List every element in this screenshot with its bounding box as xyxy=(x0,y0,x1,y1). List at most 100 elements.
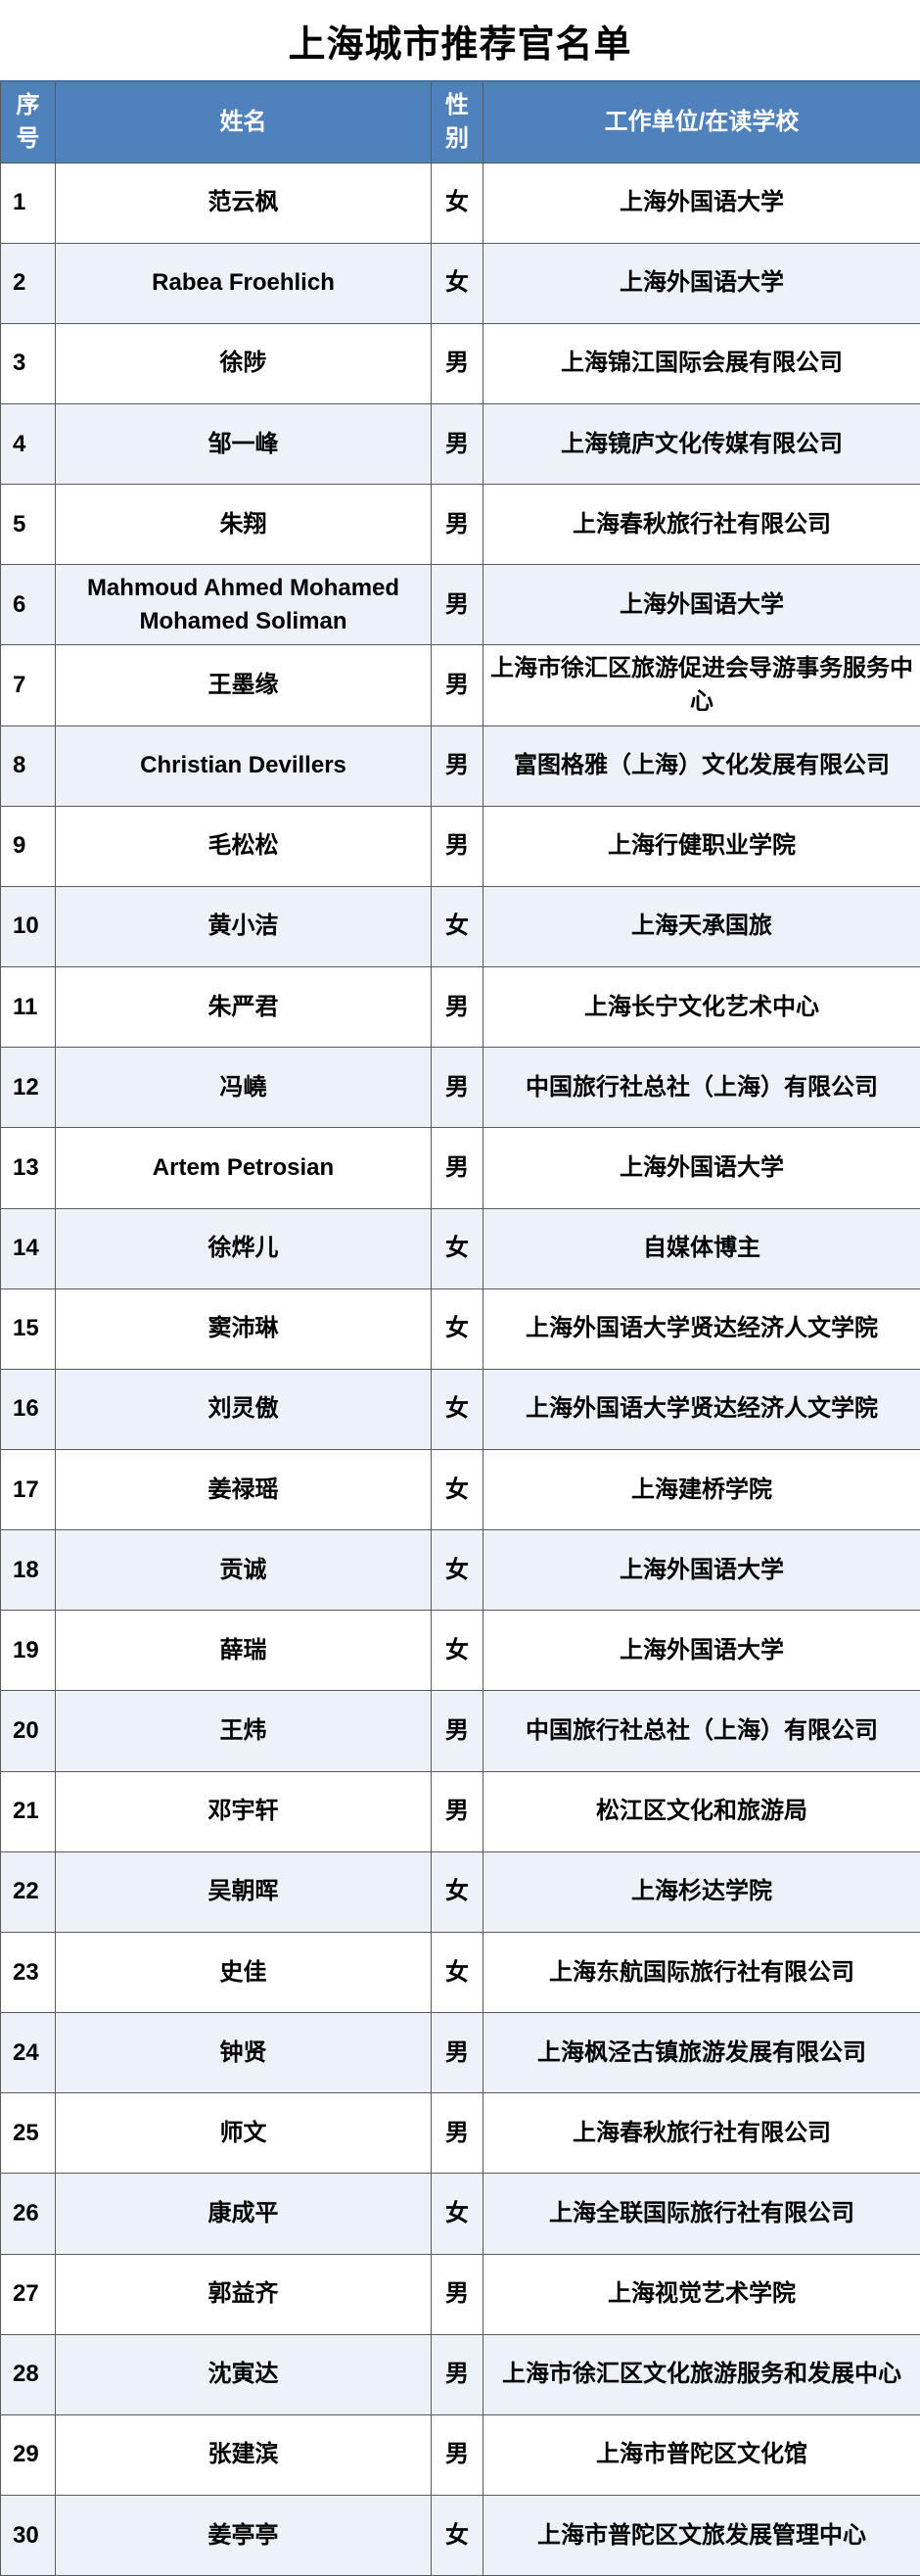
page-title: 上海城市推荐官名单 xyxy=(0,0,920,80)
cell-org: 上海建桥学院 xyxy=(483,1450,920,1530)
cell-index: 15 xyxy=(1,1288,56,1369)
cell-name: 窦沛琳 xyxy=(56,1288,432,1369)
cell-gender: 男 xyxy=(432,323,483,403)
cell-index: 1 xyxy=(1,163,56,243)
cell-org: 上海长宁文化艺术中心 xyxy=(483,967,920,1048)
cell-index: 10 xyxy=(1,886,56,966)
cell-name: Artem Petrosian xyxy=(56,1128,432,1208)
cell-index: 11 xyxy=(1,967,56,1048)
cell-name: 沈寅达 xyxy=(56,2334,432,2414)
cell-index: 13 xyxy=(1,1128,56,1208)
cell-org: 上海锦江国际会展有限公司 xyxy=(483,323,920,403)
cell-name: 吴朝晖 xyxy=(56,1851,432,1932)
cell-org: 上海全联国际旅行社有限公司 xyxy=(483,2174,920,2254)
cell-gender: 男 xyxy=(432,1691,483,1771)
cell-org: 上海外国语大学贤达经济人文学院 xyxy=(483,1369,920,1449)
cell-index: 24 xyxy=(1,2013,56,2093)
cell-org: 松江区文化和旅游局 xyxy=(483,1771,920,1851)
column-header-index: 序号 xyxy=(1,81,56,163)
cell-name: Mahmoud Ahmed Mohamed Mohamed Soliman xyxy=(56,565,432,645)
cell-index: 29 xyxy=(1,2414,56,2495)
column-header-name: 姓名 xyxy=(56,81,432,163)
table-header-row: 序号 姓名 性别 工作单位/在读学校 xyxy=(1,81,920,163)
cell-gender: 男 xyxy=(432,726,483,806)
cell-index: 25 xyxy=(1,2093,56,2174)
cell-name: 姜禄瑶 xyxy=(56,1450,432,1530)
cell-index: 17 xyxy=(1,1450,56,1530)
cell-name: 邹一峰 xyxy=(56,403,432,484)
cell-name: Christian Devillers xyxy=(56,726,432,806)
cell-index: 27 xyxy=(1,2254,56,2334)
cell-gender: 女 xyxy=(432,2496,483,2576)
cell-name: 姜亭亭 xyxy=(56,2496,432,2576)
cell-index: 6 xyxy=(1,565,56,645)
cell-org: 上海外国语大学 xyxy=(483,243,920,323)
cell-gender: 女 xyxy=(432,1450,483,1530)
cell-gender: 女 xyxy=(432,163,483,243)
cell-org: 富图格雅（上海）文化发展有限公司 xyxy=(483,726,920,806)
cell-gender: 女 xyxy=(432,1208,483,1288)
cell-gender: 女 xyxy=(432,1611,483,1691)
cell-org: 上海东航国际旅行社有限公司 xyxy=(483,1932,920,2012)
cell-name: 师文 xyxy=(56,2093,432,2174)
cell-org: 上海枫泾古镇旅游发展有限公司 xyxy=(483,2013,920,2093)
cell-index: 20 xyxy=(1,1691,56,1771)
cell-org: 上海市普陀区文化馆 xyxy=(483,2414,920,2495)
cell-org: 中国旅行社总社（上海）有限公司 xyxy=(483,1691,920,1771)
cell-gender: 男 xyxy=(432,1128,483,1208)
column-header-gender: 性别 xyxy=(432,81,483,163)
cell-gender: 男 xyxy=(432,403,483,484)
cell-name: 郭益齐 xyxy=(56,2254,432,2334)
cell-name: 朱严君 xyxy=(56,967,432,1048)
cell-org: 上海外国语大学 xyxy=(483,565,920,645)
cell-index: 3 xyxy=(1,323,56,403)
cell-gender: 女 xyxy=(432,243,483,323)
cell-org: 自媒体博主 xyxy=(483,1208,920,1288)
cell-gender: 女 xyxy=(432,886,483,966)
cell-name: 范云枫 xyxy=(56,163,432,243)
cell-gender: 男 xyxy=(432,806,483,886)
cell-gender: 男 xyxy=(432,2414,483,2495)
cell-name: 黄小洁 xyxy=(56,886,432,966)
cell-org: 上海市普陀区文旅发展管理中心 xyxy=(483,2496,920,2576)
cell-index: 28 xyxy=(1,2334,56,2414)
cell-name: 薛瑞 xyxy=(56,1611,432,1691)
cell-index: 23 xyxy=(1,1932,56,2012)
cell-gender: 女 xyxy=(432,1288,483,1369)
cell-name: 王墨缘 xyxy=(56,645,432,726)
cell-gender: 男 xyxy=(432,645,483,726)
cell-name: Rabea Froehlich xyxy=(56,243,432,323)
cell-name: 朱翔 xyxy=(56,485,432,565)
cell-name: 邓宇轩 xyxy=(56,1771,432,1851)
cell-index: 18 xyxy=(1,1530,56,1611)
cell-org: 上海外国语大学 xyxy=(483,1128,920,1208)
cell-org: 上海外国语大学 xyxy=(483,163,920,243)
cell-org: 上海春秋旅行社有限公司 xyxy=(483,485,920,565)
cell-gender: 男 xyxy=(432,485,483,565)
cell-gender: 女 xyxy=(432,1530,483,1611)
cell-name: 王炜 xyxy=(56,1691,432,1771)
